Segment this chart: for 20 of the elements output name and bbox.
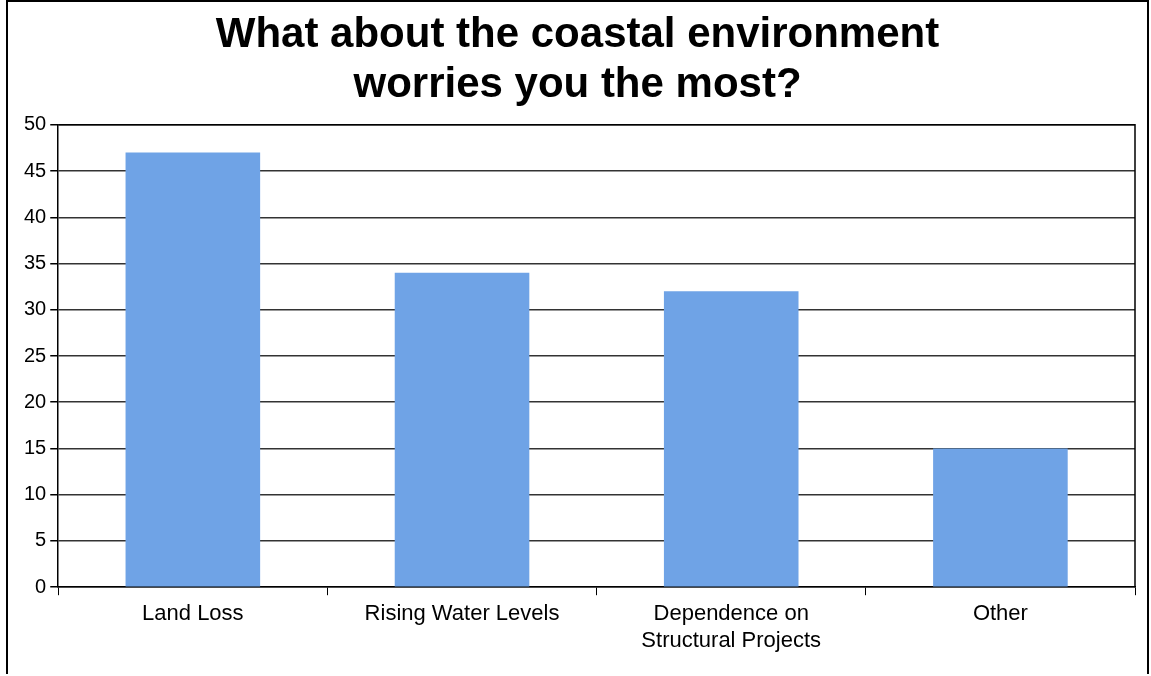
y-tick-label: 35 — [24, 251, 47, 274]
bar — [663, 291, 799, 587]
y-tick-label: 45 — [24, 158, 47, 181]
x-tick-label: Land Loss — [142, 600, 244, 626]
y-tick-label: 0 — [35, 574, 47, 597]
x-tick-label: Rising Water Levels — [364, 600, 560, 626]
y-tick-label: 25 — [24, 343, 47, 366]
y-tick-label: 20 — [24, 389, 47, 412]
y-tick-label: 10 — [24, 482, 47, 505]
bar — [125, 152, 261, 587]
x-tick-label: Other — [972, 600, 1028, 626]
chart-title: What about the coastal environment worries you the most? — [215, 8, 940, 107]
y-tick-label: 50 — [24, 112, 47, 135]
x-tick-label: Dependence on Structural Projects — [641, 600, 822, 652]
y-tick-label: 30 — [24, 297, 47, 320]
bar — [394, 272, 530, 587]
y-tick-label: 15 — [24, 436, 47, 458]
y-tick-label: 40 — [24, 204, 47, 227]
bar — [933, 448, 1068, 587]
y-tick-label: 5 — [35, 528, 47, 551]
